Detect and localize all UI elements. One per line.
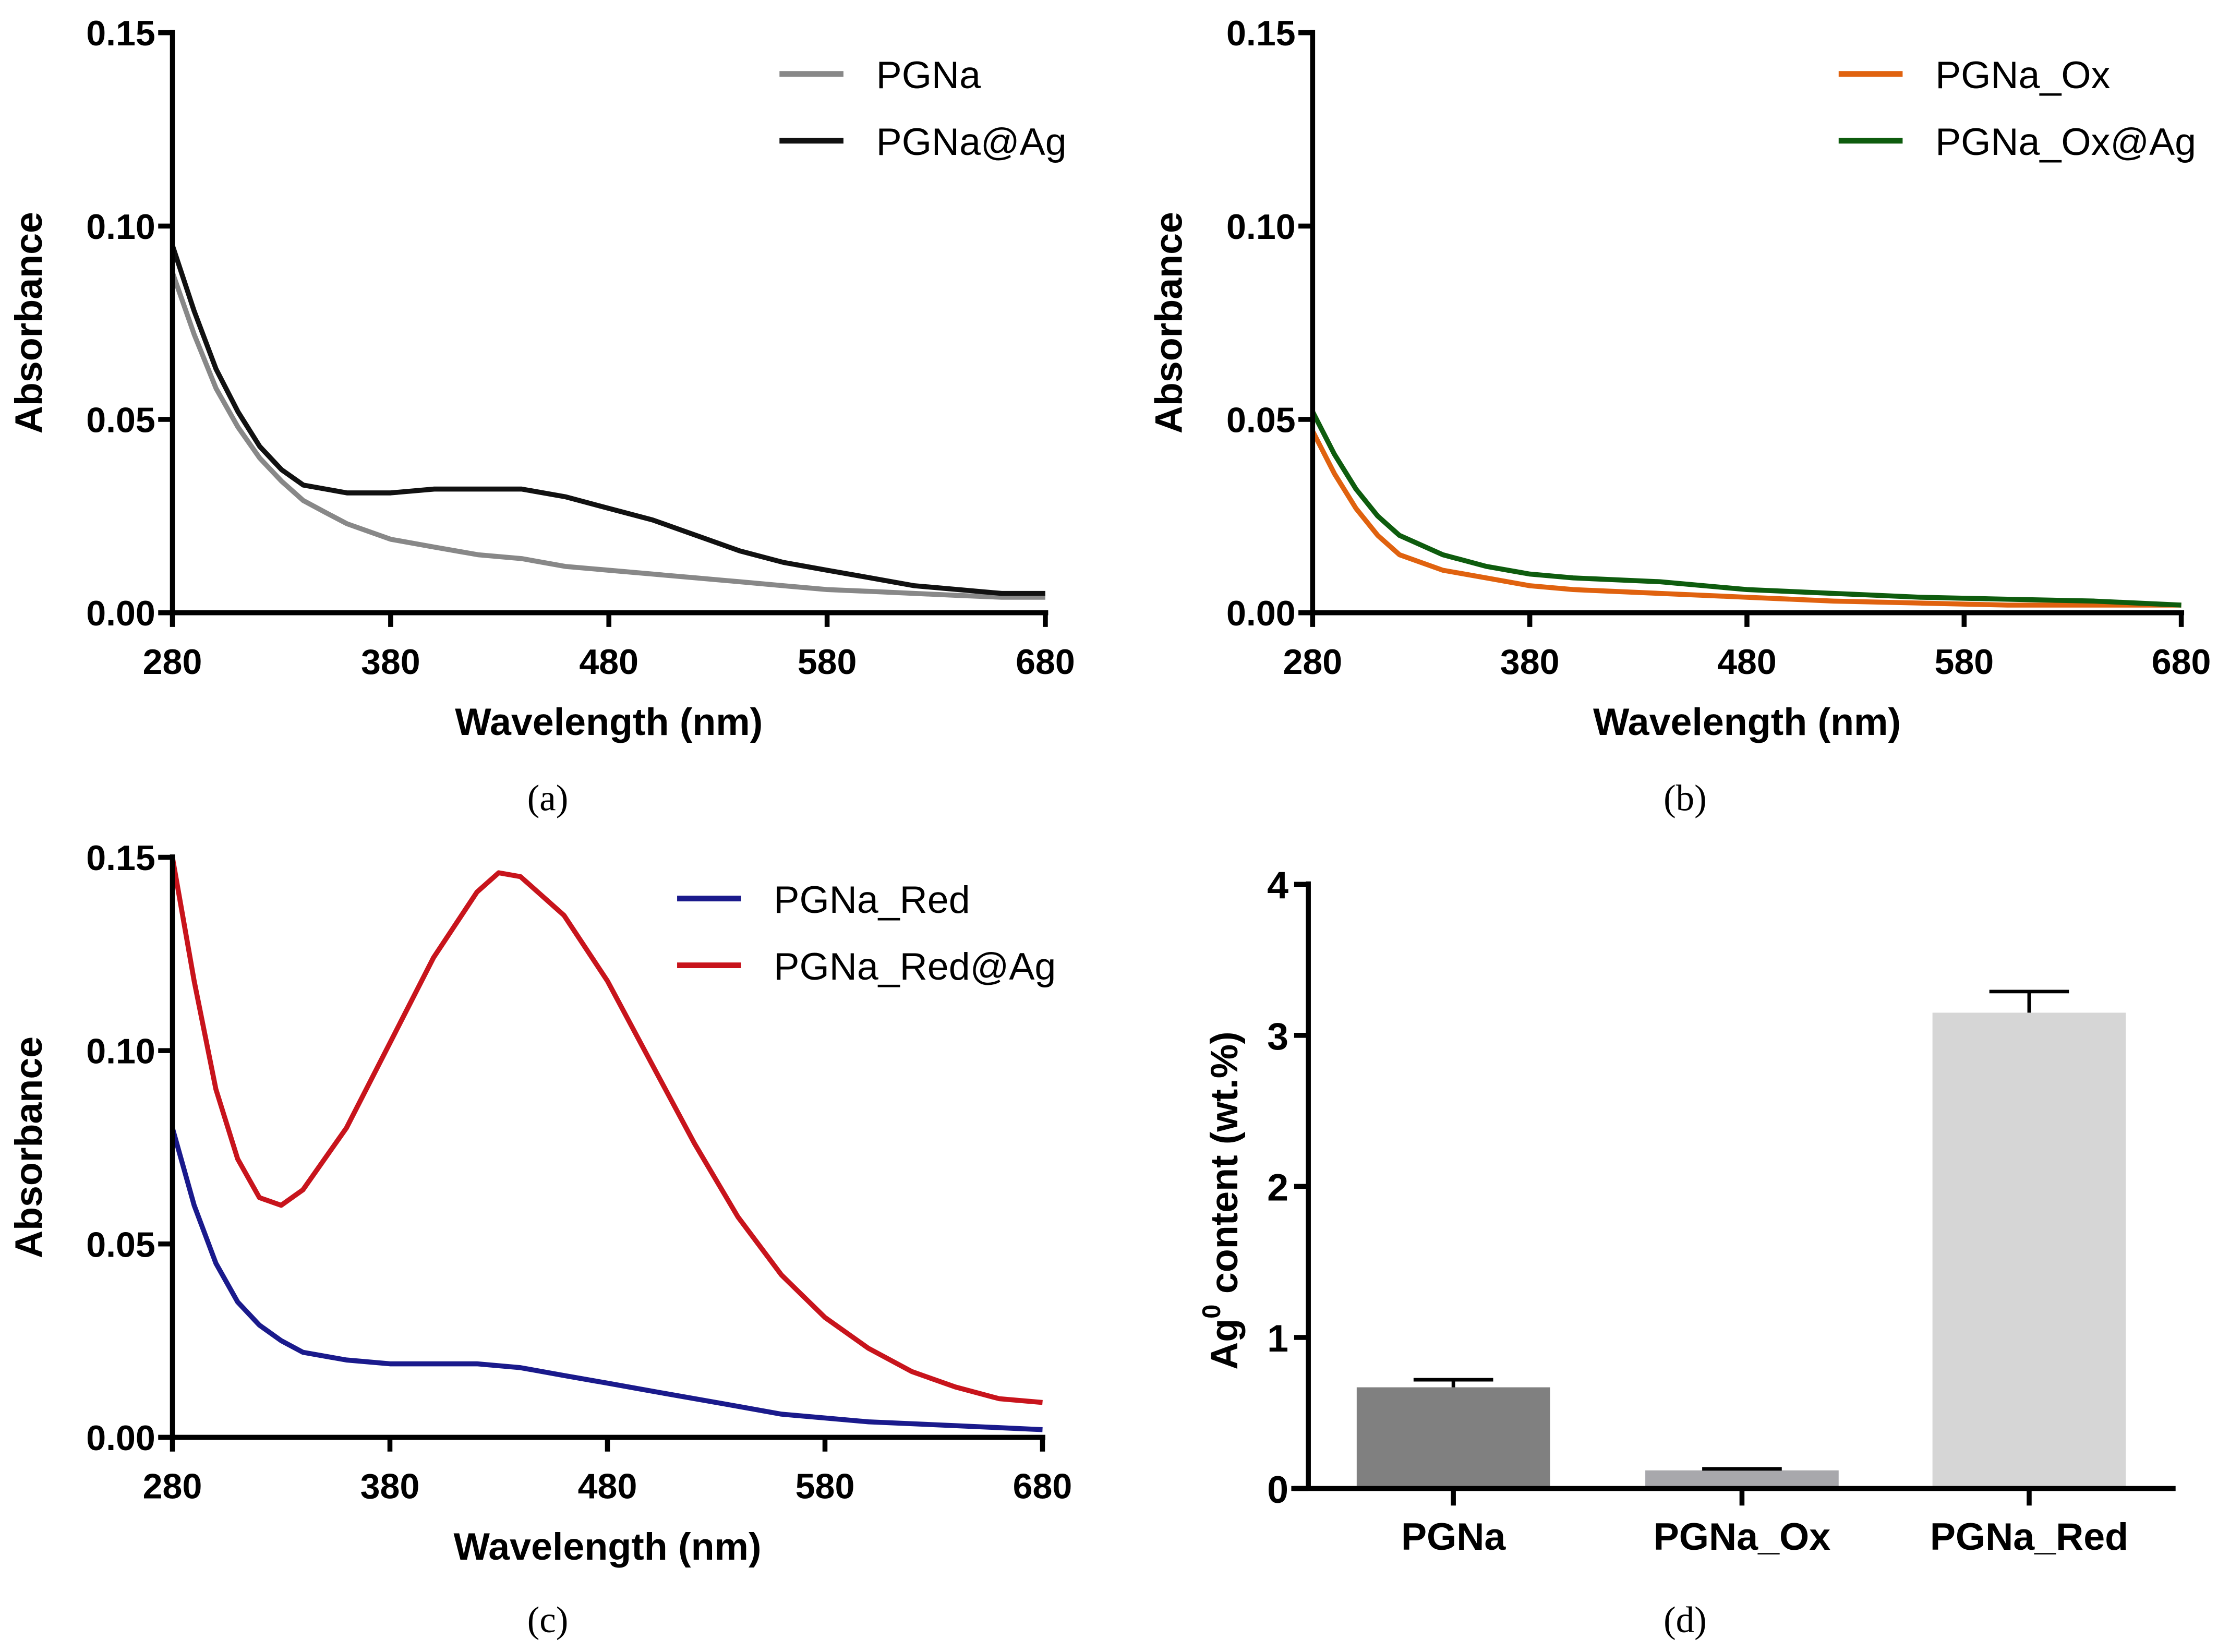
y-tick-label: 0.05 [86, 1225, 155, 1264]
x-tick-label: 680 [1016, 642, 1075, 682]
series-line-PGNa_Ox@Ag [1310, 411, 2181, 608]
y-tick-label: 0.05 [86, 401, 155, 440]
legend-label: PGNa_Ox@Ag [1935, 120, 2196, 163]
x-tick-label: 380 [361, 642, 420, 682]
x-tick-label: 380 [360, 1467, 420, 1506]
y-axis-title: Absorbance [7, 1036, 50, 1258]
legend-label: PGNa_Ox [1935, 53, 2110, 97]
x-tick-label: PGNa [1401, 1515, 1506, 1558]
x-tick-label: 580 [798, 642, 857, 682]
y-tick-label: 0.10 [86, 1032, 155, 1071]
bar-PGNa_Ox [1645, 1470, 1839, 1489]
y-tick-label: 4 [1267, 863, 1288, 907]
bar-PGNa_Red [1932, 1012, 2126, 1489]
x-tick-label: 580 [1934, 642, 1994, 682]
legend-label: PGNa@Ag [876, 120, 1067, 163]
x-tick-label: PGNa_Ox [1654, 1515, 1831, 1558]
y-tick-label: 0 [1267, 1468, 1288, 1511]
y-tick-label: 2 [1267, 1166, 1288, 1209]
x-tick-label: 480 [578, 1467, 637, 1506]
y-axis-title: Absorbance [7, 212, 50, 433]
series-line-PGNa_Ox [1310, 430, 2181, 608]
y-tick-label: 0.00 [86, 1418, 155, 1458]
panel-caption: (a) [527, 778, 569, 819]
panel-caption: (b) [1664, 778, 1707, 819]
series-line-PGNa_Red [170, 1127, 1043, 1432]
y-tick-label: 0.05 [1226, 401, 1296, 440]
x-tick-label: 680 [1013, 1467, 1072, 1506]
panel-d: PGNa PGNa_Ox PGNa_Red 0 1 2 3 4 Ag0 content (wt.… [1198, 863, 2176, 1641]
y-tick-label: 0.10 [86, 207, 155, 247]
x-tick-label: 280 [143, 642, 202, 682]
x-axis-title: Wavelength (nm) [454, 1525, 762, 1568]
y-tick-label: 0.00 [86, 594, 155, 633]
panel-caption: (c) [527, 1600, 569, 1641]
y-tick-label: 3 [1267, 1015, 1288, 1058]
x-tick-label: 480 [1717, 642, 1777, 682]
panel-c: PGNa_Red PGNa_Red@Ag 0.00 0.05 0.10 0.15 280 38… [7, 838, 1072, 1641]
x-axis-title: Wavelength (nm) [1593, 700, 1901, 743]
y-tick-label: 0.15 [1226, 14, 1296, 53]
series-line-PGNa@Ag [170, 244, 1045, 596]
panel-b: PGNa_Ox PGNa_Ox@Ag 0.00 0.05 0.10 0.15 280 380 4… [1147, 14, 2211, 818]
series-line-PGNa_Red@Ag [170, 857, 1043, 1405]
y-tick-label: 0.10 [1226, 207, 1296, 247]
legend-label: PGNa [876, 53, 981, 97]
y-axis-title: Ag0 content (wt.%) [1198, 1031, 1246, 1370]
y-tick-label: 0.00 [1226, 594, 1296, 633]
x-tick-label: 480 [579, 642, 638, 682]
series-line-PGNa [170, 271, 1045, 600]
x-tick-label: 280 [1283, 642, 1343, 682]
x-axis-title: Wavelength (nm) [455, 700, 763, 743]
x-tick-label: PGNa_Red [1930, 1515, 2128, 1558]
x-tick-label: 280 [143, 1467, 202, 1506]
y-tick-label: 0.15 [86, 14, 155, 53]
legend-label: PGNa_Red@Ag [774, 945, 1056, 988]
panel-a: PGNa PGNa@Ag 0.00 0.05 0.10 0.15 280 380 480 580 6… [7, 14, 1075, 818]
x-tick-label: 580 [795, 1467, 855, 1506]
panel-caption: (d) [1664, 1600, 1707, 1641]
bar-PGNa [1356, 1387, 1550, 1489]
legend-label: PGNa_Red [774, 878, 970, 921]
y-axis-title: Absorbance [1147, 212, 1190, 433]
x-tick-label: 380 [1500, 642, 1560, 682]
x-tick-label: 680 [2152, 642, 2211, 682]
y-tick-label: 1 [1267, 1317, 1288, 1360]
y-tick-label: 0.15 [86, 838, 155, 878]
